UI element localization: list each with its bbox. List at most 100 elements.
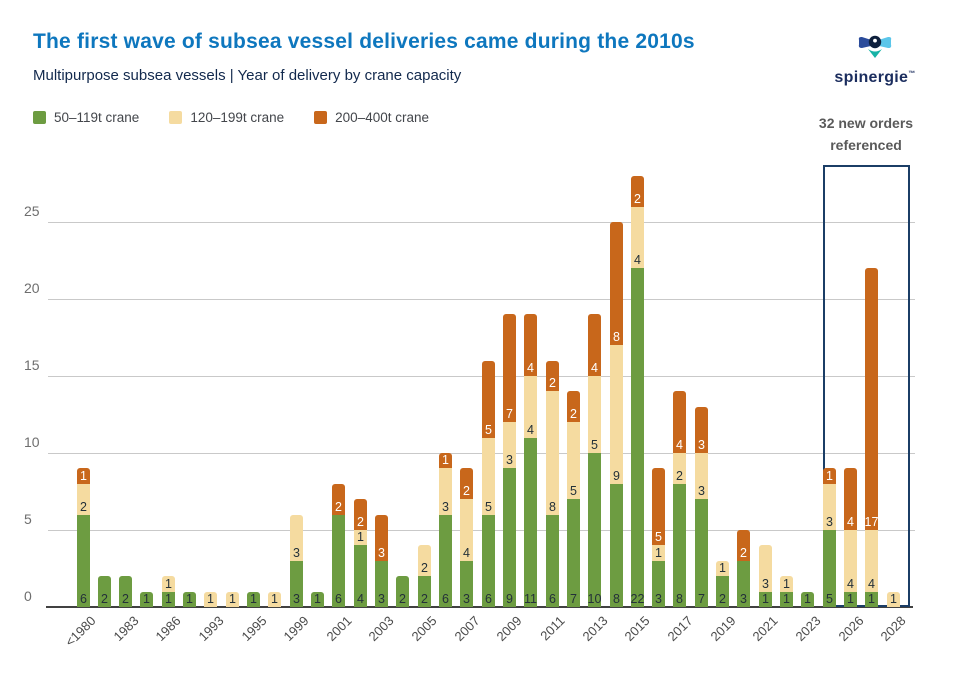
bar-segment: 4 [460, 499, 473, 561]
gridline [48, 376, 915, 377]
bar: 6 3 1 [439, 0, 452, 607]
bar-value-label: 3 [655, 592, 662, 606]
bar-value-label: 2 [399, 592, 406, 606]
bar-value-label: 3 [740, 592, 747, 606]
bar-segment: 6 [482, 515, 495, 607]
bar-value-label: 3 [506, 453, 513, 467]
bar: 6 8 2 [546, 0, 559, 607]
x-axis-tick-label: 1995 [238, 613, 270, 645]
bar: 1 [204, 0, 217, 607]
legend-label: 120–199t crane [190, 110, 285, 125]
bar-value-label: 2 [570, 407, 577, 421]
bar-value-label: 7 [570, 592, 577, 606]
legend-item: 50–119t crane [33, 110, 139, 125]
bar-segment: 3 [759, 545, 772, 592]
y-axis-tick-label: 5 [24, 511, 32, 527]
bar-segment: 5 [567, 422, 580, 499]
bar-value-label: 3 [378, 592, 385, 606]
bar-segment: 2 [460, 468, 473, 499]
bar-segment: 4 [354, 545, 367, 607]
bar-segment: 8 [546, 391, 559, 515]
bar-segment: 2 [567, 391, 580, 422]
bar-segment: 22 [631, 268, 644, 607]
bar: 3 1 5 [652, 0, 665, 607]
x-axis-tick-label: 2003 [366, 613, 398, 645]
bar: 8 9 8 [610, 0, 623, 607]
bar-value-label: 3 [378, 546, 385, 560]
bar: 1 [183, 0, 196, 607]
bar-segment: 1 [780, 592, 793, 607]
bar-value-label: 1 [250, 592, 257, 606]
bar-segment: 2 [119, 576, 132, 607]
bar-value-label: 4 [527, 423, 534, 437]
bar-segment: 1 [865, 592, 878, 607]
bar-segment: 1 [226, 592, 239, 607]
bar-segment: 1 [77, 468, 90, 484]
bar-value-label: 1 [143, 592, 150, 606]
bar-value-label: 1 [847, 592, 854, 606]
cream-swatch-icon [169, 111, 183, 124]
bar-value-label: 3 [698, 438, 705, 452]
bar-value-label: 1 [442, 453, 449, 467]
bar-value-label: 1 [271, 592, 278, 606]
bar-value-label: 1 [165, 577, 172, 591]
bar: 7 3 3 [695, 0, 708, 607]
bar-value-label: 4 [868, 577, 875, 591]
bar-value-label: 1 [868, 592, 875, 606]
bar-segment: 3 [375, 561, 388, 607]
bar: 1 [311, 0, 324, 607]
bar-value-label: 6 [549, 592, 556, 606]
page-title: The first wave of subsea vessel deliveri… [33, 30, 695, 53]
spinergie-wordmark: spinergie™ [834, 69, 916, 86]
bar-value-label: 2 [101, 592, 108, 606]
x-axis-tick-label: 2026 [835, 613, 867, 645]
bar-segment: 5 [588, 376, 601, 453]
bar: 22 4 2 [631, 0, 644, 607]
bar-segment: 2 [737, 530, 750, 561]
bar-value-label: 1 [783, 592, 790, 606]
bar-segment: 1 [140, 592, 153, 607]
annotation-line-2: referenced [830, 137, 902, 153]
bar-segment: 3 [695, 453, 708, 499]
bar-segment: 2 [77, 484, 90, 515]
bar-segment: 1 [162, 592, 175, 607]
orange-swatch-icon [314, 111, 328, 124]
bar-value-label: 9 [506, 592, 513, 606]
bar-segment: 5 [652, 468, 665, 545]
x-axis-tick-label: 2028 [877, 613, 909, 645]
bar-segment: 9 [610, 345, 623, 484]
bar-segment: 4 [524, 314, 537, 376]
bar-segment: 4 [844, 468, 857, 530]
bar-segment: 8 [673, 484, 686, 607]
y-axis-tick-label: 20 [24, 280, 40, 296]
bar-value-label: 1 [165, 592, 172, 606]
x-axis-tick-label: 2007 [451, 613, 483, 645]
bar: 1 [268, 0, 281, 607]
bar-segment: 1 [844, 592, 857, 607]
bar-value-label: 6 [335, 592, 342, 606]
bar-value-label: 1 [890, 592, 897, 606]
bar-value-label: 2 [335, 500, 342, 514]
bar-segment: 2 [332, 484, 345, 515]
bar: 7 5 2 [567, 0, 580, 607]
bar-segment: 1 [780, 576, 793, 592]
bar: 5 3 1 [823, 0, 836, 607]
x-axis-tick-label: 1986 [152, 613, 184, 645]
bar-segment: 3 [503, 422, 516, 468]
bar-value-label: 4 [357, 592, 364, 606]
bar-value-label: 4 [527, 361, 534, 375]
bar-value-label: 1 [762, 592, 769, 606]
bar-segment: 1 [801, 592, 814, 607]
bar-segment: 3 [375, 515, 388, 561]
bar-value-label: 3 [463, 592, 470, 606]
bar-value-label: 2 [634, 192, 641, 206]
bar-segment: 3 [695, 407, 708, 453]
